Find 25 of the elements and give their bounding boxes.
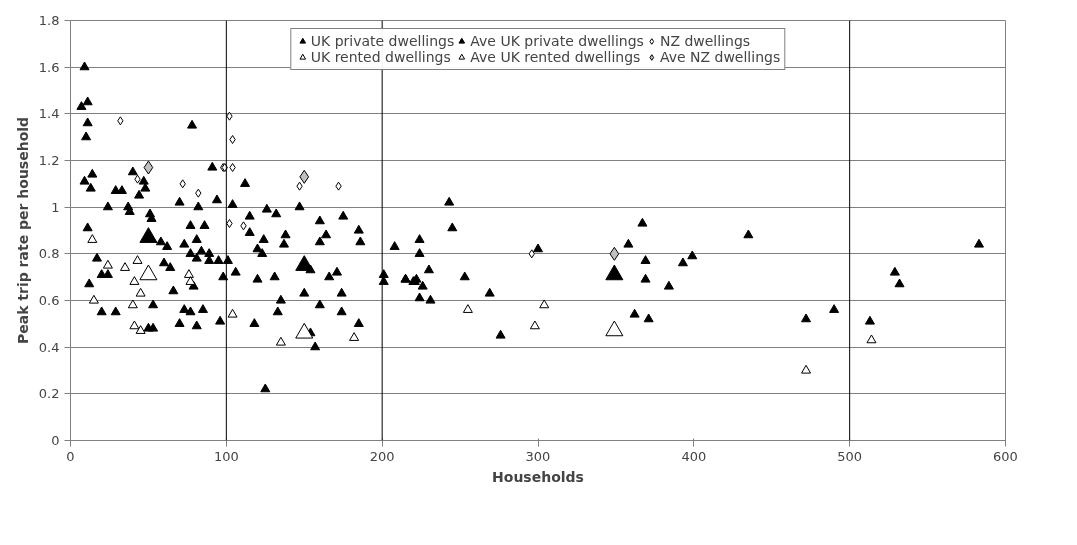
y-tick-label: 0.6 xyxy=(38,293,60,308)
legend-label: UK private dwellings xyxy=(310,33,455,49)
y-tick-label: 1.2 xyxy=(38,153,60,168)
x-tick-label: 0 xyxy=(66,448,75,464)
y-tick-label: 1.8 xyxy=(38,13,60,28)
y-tick-label: 0.2 xyxy=(38,386,60,402)
x-tick-label: 500 xyxy=(837,448,863,464)
x-tick-label: 200 xyxy=(369,448,395,464)
x-tick-label: 100 xyxy=(213,448,239,464)
x-tick-label: 300 xyxy=(525,448,551,464)
legend-label: Ave UK private dwellings xyxy=(470,33,644,49)
y-tick-label: 1.6 xyxy=(38,59,60,75)
x-tick-label: 400 xyxy=(681,448,707,464)
legend-label: Ave NZ dwellings xyxy=(659,49,781,65)
legend-label: Ave UK rented dwellings xyxy=(470,49,641,65)
y-tick-label: 0.4 xyxy=(38,339,60,355)
legend-label: NZ dwellings xyxy=(659,33,751,49)
y-tick-label: 1.4 xyxy=(38,106,60,122)
y-tick-label: 0.8 xyxy=(38,246,60,262)
legend-label: UK rented dwellings xyxy=(310,49,451,65)
y-tick-label: 0 xyxy=(51,433,60,448)
y-axis-title: Peak trip rate per household xyxy=(14,116,31,345)
x-tick-label: 600 xyxy=(993,448,1018,464)
x-axis-title: Households xyxy=(492,468,584,485)
y-tick-label: 1 xyxy=(51,199,60,215)
